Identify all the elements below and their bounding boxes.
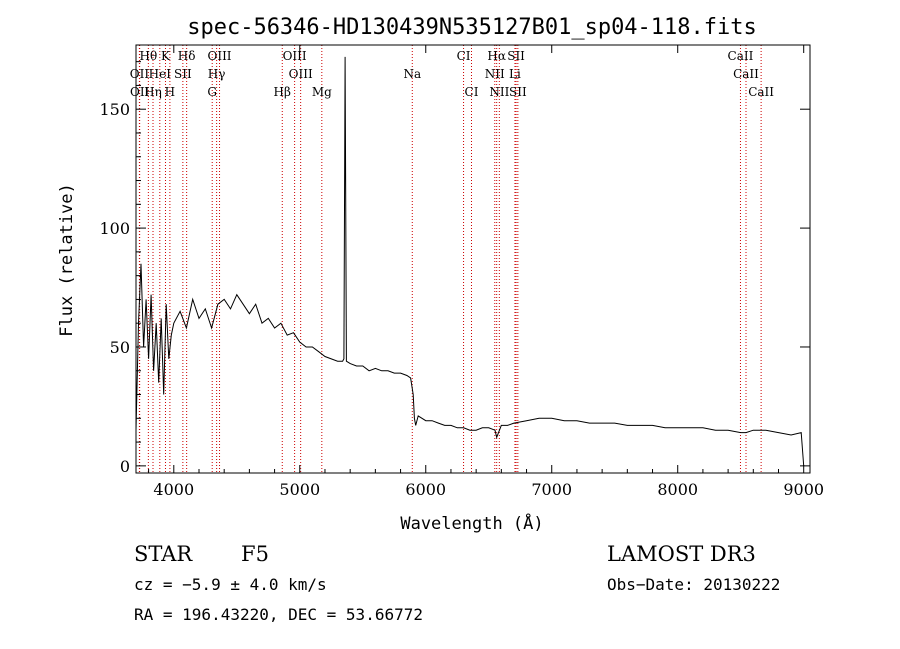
- line-label: Na: [403, 67, 421, 81]
- line-label: OIII: [283, 49, 307, 63]
- x-tick-label: 7000: [531, 480, 572, 499]
- line-label: OIII: [289, 67, 313, 81]
- line-label: SII: [174, 67, 192, 81]
- line-label: CaII: [728, 49, 754, 63]
- y-axis-label: Flux (relative): [57, 183, 77, 337]
- line-markers: [138, 45, 762, 473]
- line-label: Hα: [487, 49, 506, 63]
- object-subclass: F5: [241, 542, 269, 566]
- line-label: CI: [465, 85, 479, 99]
- line-label: OII: [130, 67, 150, 81]
- obs-date-text: Obs−Date: 20130222: [607, 575, 780, 594]
- spectrum-line: [135, 56, 805, 466]
- x-tick-label: 9000: [783, 480, 824, 499]
- line-label: G: [207, 85, 217, 99]
- line-label: Mg: [312, 85, 332, 99]
- x-tick-label: 8000: [657, 480, 698, 499]
- line-label: Hδ: [178, 49, 196, 63]
- x-tick-label: 4000: [153, 480, 194, 499]
- redshift-text: cz = −5.9 ± 4.0 km/s: [134, 575, 327, 594]
- object-class: STAR: [134, 542, 193, 566]
- line-label: OIII: [207, 49, 231, 63]
- plot-frame: [135, 44, 811, 474]
- coordinates-text: RA = 196.43220, DEC = 53.66772: [134, 605, 423, 624]
- line-label: SII: [507, 49, 525, 63]
- line-label: K: [161, 49, 171, 63]
- line-label: Hθ: [139, 49, 157, 63]
- line-label: OII: [130, 85, 150, 99]
- y-tick-label: 50: [110, 338, 130, 357]
- x-tick-label: 5000: [279, 480, 320, 499]
- survey-name: LAMOST DR3: [607, 542, 756, 566]
- line-label: CaII: [748, 85, 774, 99]
- y-axis: 0 50 100 150: [99, 61, 810, 476]
- line-label: CI: [457, 49, 471, 63]
- line-label: Hη: [144, 85, 162, 99]
- line-label: SII: [509, 85, 527, 99]
- line-label: Hβ: [274, 85, 291, 99]
- x-axis-label: Wavelength (Å): [400, 512, 543, 534]
- line-label: Li: [509, 67, 521, 81]
- chart-title: spec-56346-HD130439N535127B01_sp04-118.f…: [187, 15, 757, 40]
- line-label: HeI: [149, 67, 172, 81]
- x-axis: 4000 5000 6000 7000 8000 9000: [148, 45, 824, 499]
- line-label: NII: [489, 85, 509, 99]
- line-label: Hγ: [208, 67, 226, 81]
- line-label: CaII: [733, 67, 759, 81]
- line-label: NII: [485, 67, 505, 81]
- y-tick-label: 100: [99, 219, 130, 238]
- x-tick-label: 6000: [405, 480, 446, 499]
- line-label: H: [165, 85, 175, 99]
- y-tick-label: 0: [120, 457, 130, 476]
- y-tick-label: 150: [99, 100, 130, 119]
